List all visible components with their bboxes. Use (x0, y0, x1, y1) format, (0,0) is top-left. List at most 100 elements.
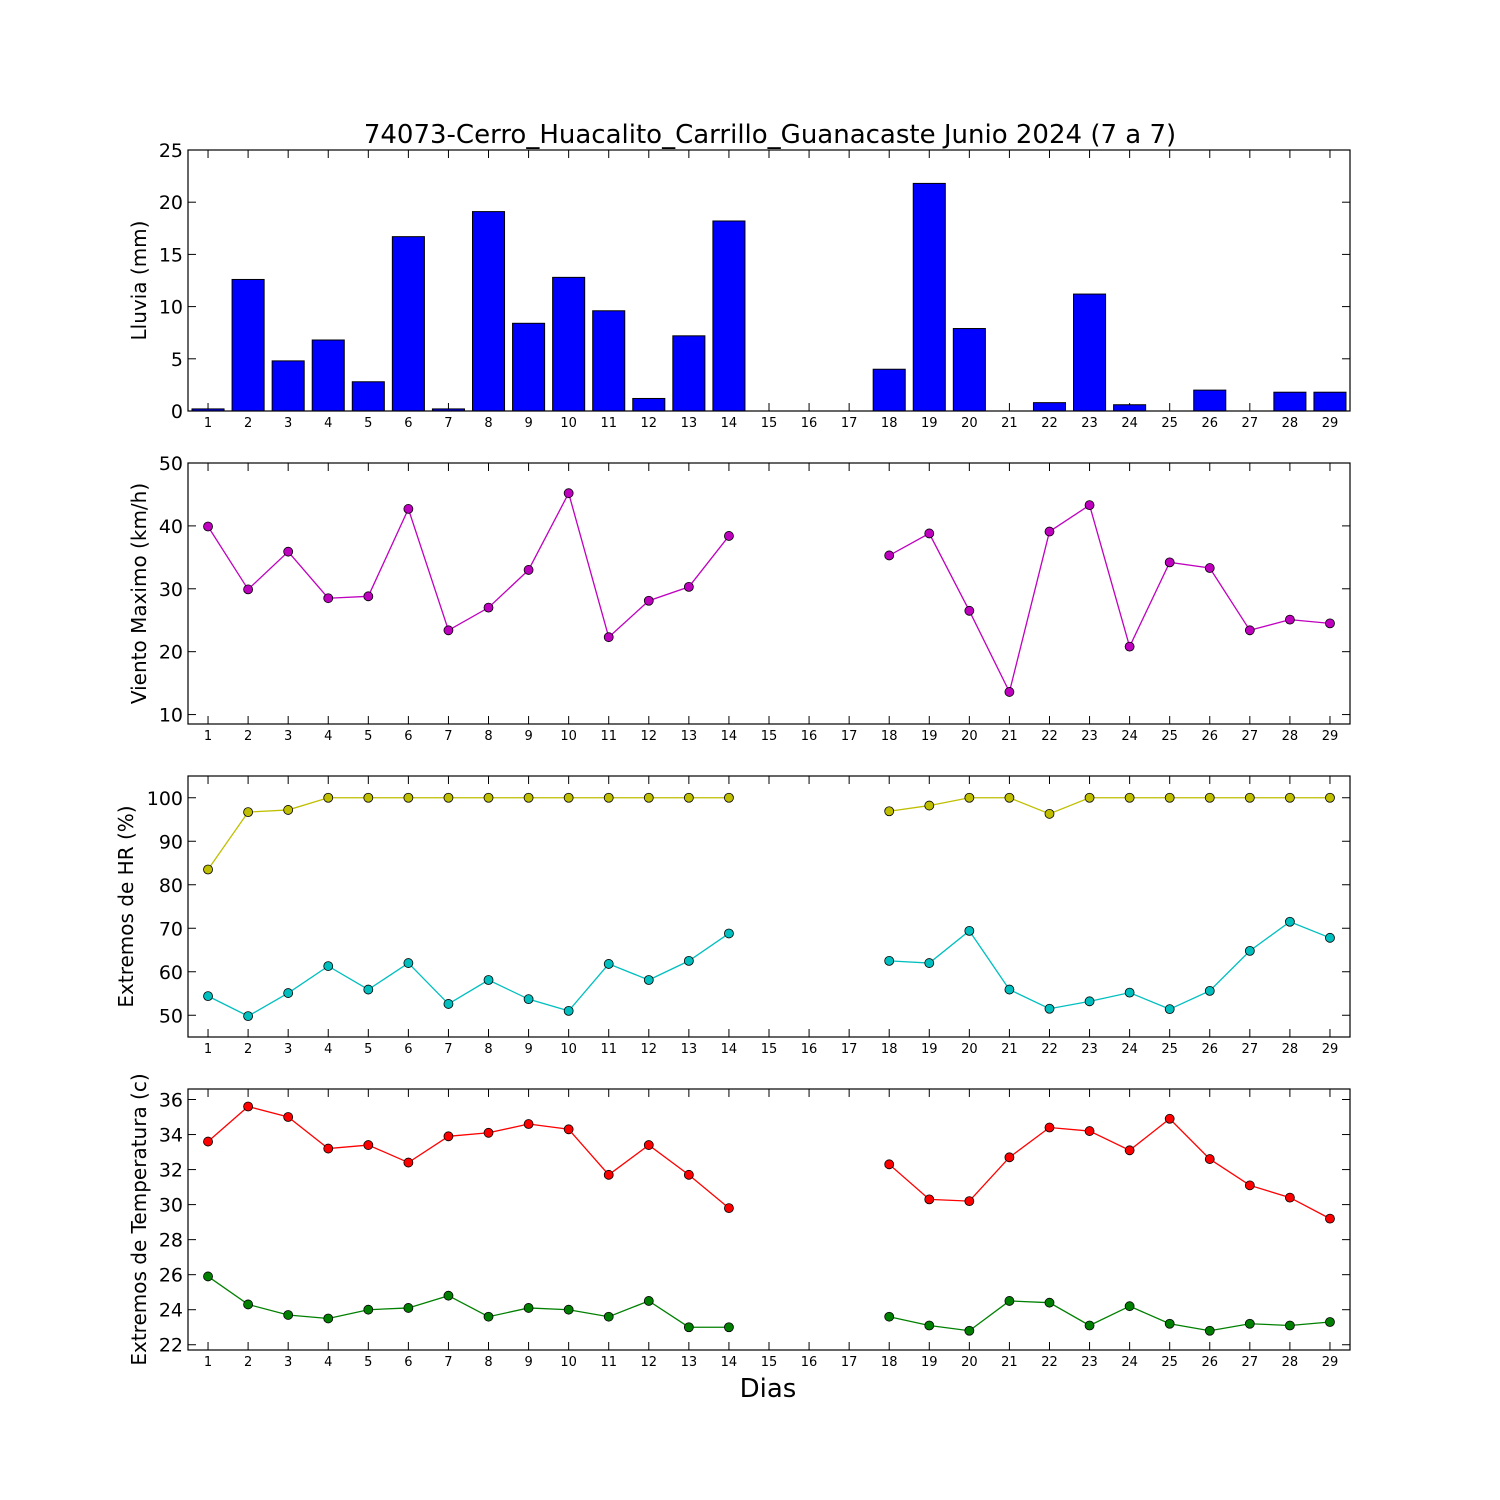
chart-title: 74073-Cerro_Huacalito_Carrillo_Guanacast… (364, 120, 1176, 150)
data-point (1284, 614, 1295, 625)
x-tick-label: 7 (444, 416, 452, 431)
x-tick-label: 25 (1161, 1042, 1178, 1057)
x-tick-label: 18 (881, 1042, 898, 1057)
data-point (283, 1112, 294, 1122)
bar (231, 278, 265, 412)
data-point (443, 1131, 454, 1142)
axes-frame (187, 1088, 1351, 1351)
data-point (323, 792, 334, 803)
data-point (323, 1143, 334, 1154)
x-tick-label: 12 (641, 1042, 658, 1057)
data-point (1044, 1122, 1055, 1133)
data-point (1325, 1317, 1335, 1327)
x-tick-label: 1 (204, 1042, 212, 1057)
data-point (1124, 1301, 1135, 1312)
data-point (1044, 526, 1055, 537)
y-tick-label: 5 (171, 349, 183, 371)
x-tick-label: 8 (484, 1355, 492, 1370)
x-tick-label: 20 (961, 1042, 978, 1057)
x-tick-label: 21 (1001, 1355, 1018, 1370)
bar (632, 397, 666, 412)
data-point (483, 975, 494, 985)
data-point (924, 528, 935, 539)
x-tick-label: 22 (1041, 729, 1058, 744)
data-point (523, 1303, 534, 1313)
x-tick-label: 2 (244, 416, 252, 431)
data-point (1244, 945, 1255, 956)
data-point (1124, 987, 1135, 998)
data-point (683, 1169, 694, 1180)
data-point (1044, 1297, 1055, 1308)
x-tick-label: 14 (721, 729, 738, 744)
data-point (1204, 985, 1215, 996)
x-tick-label: 16 (801, 1042, 818, 1057)
series-line (889, 797, 1330, 815)
y-tick-label: 26 (159, 1265, 183, 1287)
x-tick-label: 29 (1322, 416, 1339, 431)
data-point (483, 792, 494, 803)
bar (471, 211, 506, 412)
data-point (443, 625, 454, 636)
data-point (1044, 1003, 1055, 1014)
x-tick-label: 19 (921, 1355, 938, 1370)
y-tick-label: 40 (159, 516, 183, 538)
y-tick-label: 10 (159, 297, 183, 319)
bar (271, 360, 305, 412)
y-tick-label: 100 (147, 788, 183, 810)
x-tick-label: 26 (1201, 416, 1218, 431)
x-tick-label: 28 (1282, 1042, 1299, 1057)
x-tick-label: 16 (801, 729, 818, 744)
data-point (1244, 1318, 1255, 1329)
series-line (207, 491, 730, 639)
data-point (683, 1322, 694, 1333)
data-point (203, 991, 213, 1002)
data-point (203, 1136, 213, 1147)
x-tick-label: 17 (841, 729, 858, 744)
data-point (964, 792, 975, 803)
x-tick-label: 22 (1041, 1355, 1058, 1370)
data-point (884, 550, 895, 561)
x-tick-label: 1 (204, 1355, 212, 1370)
data-point (563, 1304, 574, 1315)
x-tick-label: 27 (1242, 1355, 1259, 1370)
y-tick-label: 36 (159, 1090, 183, 1112)
data-point (1004, 792, 1015, 803)
x-tick-label: 10 (560, 1355, 577, 1370)
data-point (683, 581, 694, 592)
data-point (1004, 1152, 1015, 1163)
x-tick-label: 22 (1041, 416, 1058, 431)
data-point (243, 807, 254, 818)
bar (1273, 391, 1307, 412)
data-point (1124, 1145, 1135, 1156)
data-point (243, 584, 254, 595)
data-point (964, 925, 975, 936)
x-tick-label: 4 (324, 416, 332, 431)
data-point (443, 999, 454, 1009)
x-tick-label: 19 (921, 729, 938, 744)
bar (1113, 404, 1147, 412)
data-point (403, 504, 414, 514)
data-point (523, 792, 534, 803)
x-tick-label: 23 (1081, 1042, 1098, 1057)
y-tick-label: 90 (159, 831, 183, 853)
data-point (1325, 618, 1335, 629)
x-tick-label: 11 (600, 729, 617, 744)
x-tick-label: 23 (1081, 1355, 1098, 1370)
bar (311, 339, 345, 412)
x-tick-label: 29 (1322, 1042, 1339, 1057)
x-tick-label: 3 (284, 416, 292, 431)
y-tick-label: 25 (159, 140, 183, 162)
data-point (203, 1271, 213, 1282)
bar (952, 328, 986, 412)
y-tick-label: 32 (159, 1160, 183, 1182)
x-tick-label: 16 (801, 416, 818, 431)
data-point (1004, 984, 1015, 995)
x-tick-label: 27 (1242, 729, 1259, 744)
data-point (724, 1322, 734, 1333)
x-tick-label: 12 (641, 1355, 658, 1370)
x-tick-label: 20 (961, 729, 978, 744)
y-tick-label: 22 (159, 1335, 183, 1357)
data-point (1164, 1004, 1175, 1015)
data-point (243, 1299, 254, 1310)
